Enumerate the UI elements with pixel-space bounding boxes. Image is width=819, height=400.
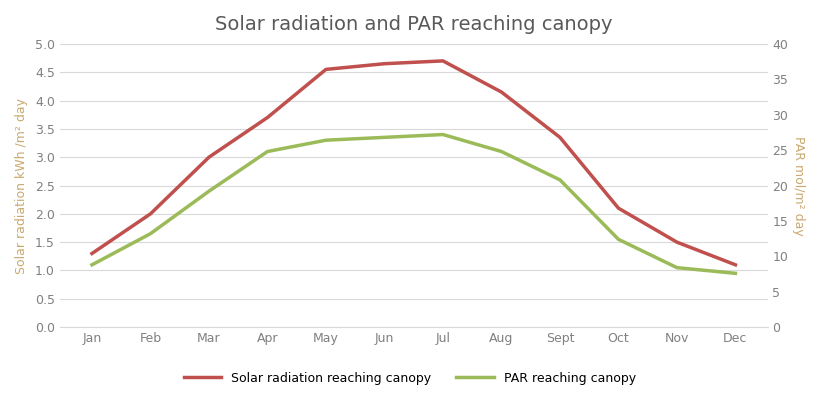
PAR reaching canopy [379, 135, 389, 140]
PAR reaching canopy [87, 262, 97, 267]
Solar radiation reaching canopy [146, 212, 156, 216]
Solar radiation reaching canopy [87, 251, 97, 256]
Line: Solar radiation reaching canopy: Solar radiation reaching canopy [92, 61, 735, 265]
PAR reaching canopy [613, 237, 622, 242]
PAR reaching canopy [262, 149, 272, 154]
Legend: Solar radiation reaching canopy, PAR reaching canopy: Solar radiation reaching canopy, PAR rea… [179, 367, 640, 390]
PAR reaching canopy [437, 132, 447, 137]
Solar radiation reaching canopy [204, 155, 214, 160]
PAR reaching canopy [672, 265, 681, 270]
Solar radiation reaching canopy [496, 90, 506, 94]
PAR reaching canopy [496, 149, 506, 154]
Y-axis label: PAR mol/m² day: PAR mol/m² day [791, 136, 804, 235]
Solar radiation reaching canopy [613, 206, 622, 210]
Y-axis label: Solar radiation kWh /m² day: Solar radiation kWh /m² day [15, 98, 28, 274]
Solar radiation reaching canopy [262, 115, 272, 120]
Solar radiation reaching canopy [672, 240, 681, 244]
Solar radiation reaching canopy [730, 262, 740, 267]
Solar radiation reaching canopy [321, 67, 331, 72]
Title: Solar radiation and PAR reaching canopy: Solar radiation and PAR reaching canopy [215, 15, 612, 34]
PAR reaching canopy [146, 231, 156, 236]
PAR reaching canopy [321, 138, 331, 142]
PAR reaching canopy [554, 178, 564, 182]
Solar radiation reaching canopy [379, 61, 389, 66]
Line: PAR reaching canopy: PAR reaching canopy [92, 134, 735, 273]
Solar radiation reaching canopy [437, 58, 447, 63]
Solar radiation reaching canopy [554, 135, 564, 140]
PAR reaching canopy [730, 271, 740, 276]
PAR reaching canopy [204, 189, 214, 194]
